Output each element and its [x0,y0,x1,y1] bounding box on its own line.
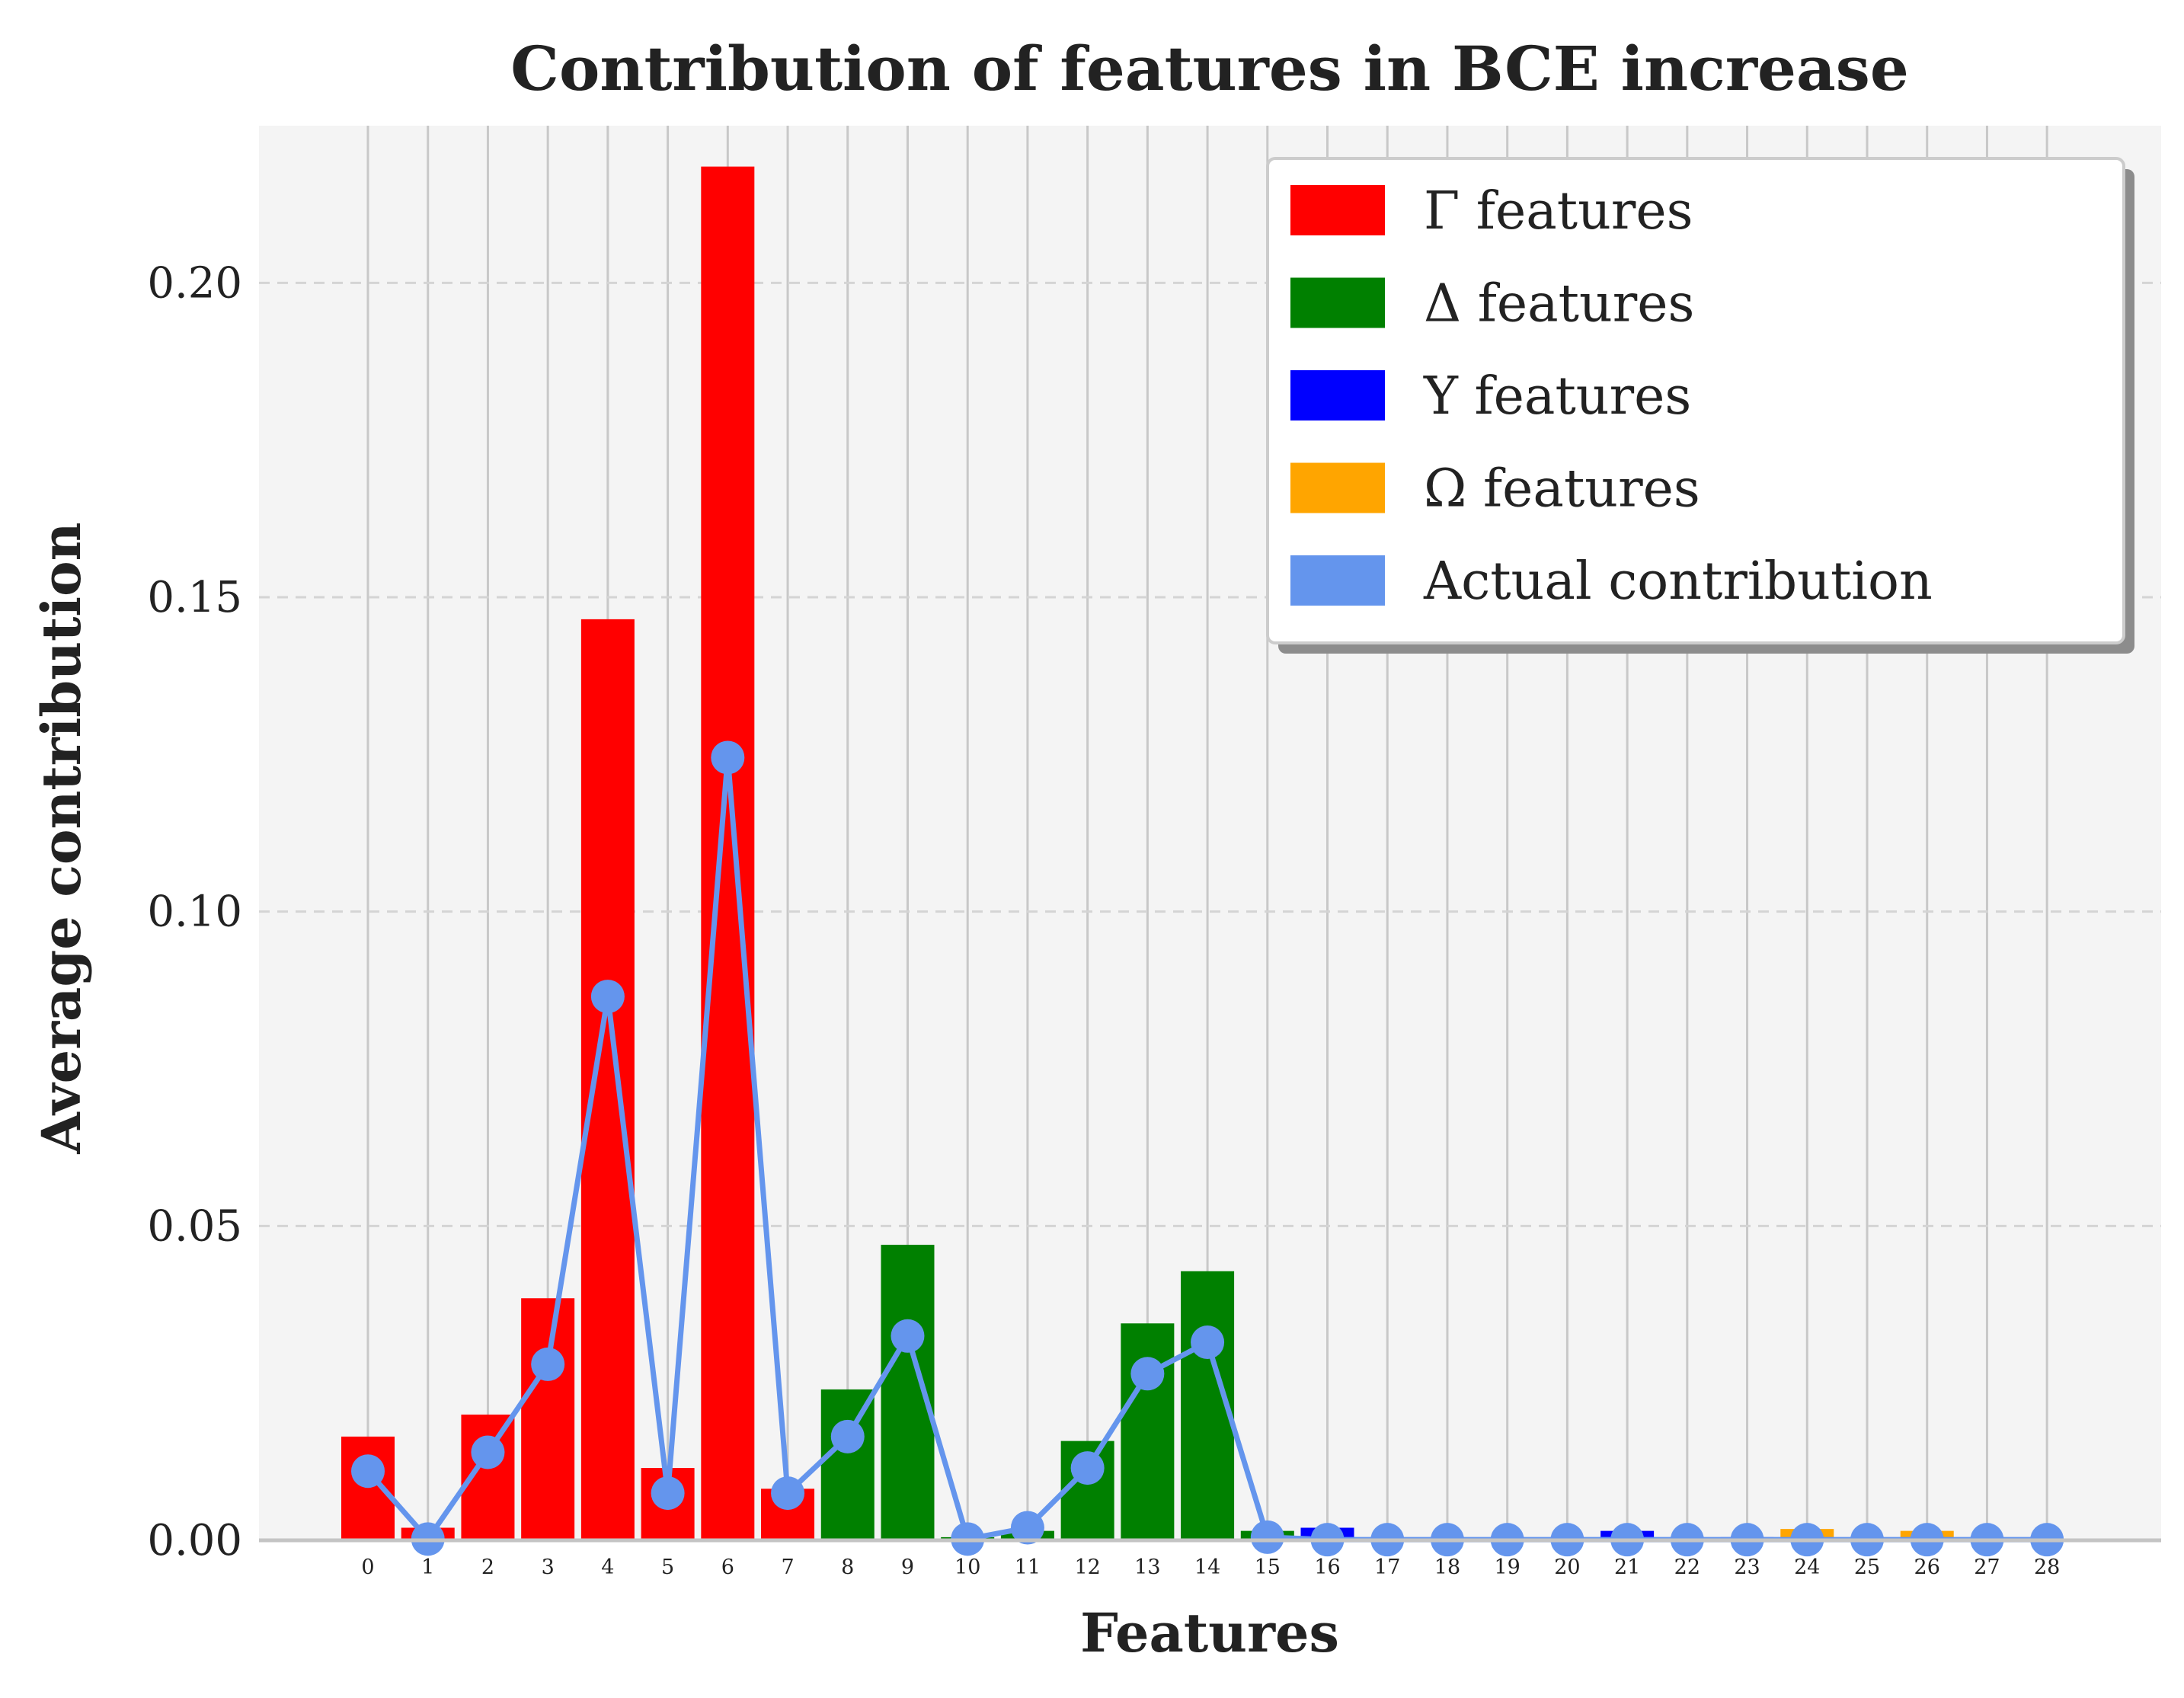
x-tick-label: 3 [542,1556,555,1579]
x-tick-label: 0 [361,1556,374,1579]
actual-contribution-point [1070,1451,1105,1485]
x-tick-label: 22 [1674,1556,1700,1579]
legend-swatch [1290,462,1385,513]
legend-swatch [1290,277,1385,328]
axes: 0.000.050.100.150.200 1 2 3 4 5 6 7 8 9 10 11 12 13 14… [147,258,2161,1579]
actual-contribution-point [1130,1357,1165,1391]
legend-entry-label: Δ features [1424,274,1694,334]
actual-contribution-point [590,980,625,1014]
legend-swatch [1290,370,1385,421]
y-tick-label: 0.00 [147,1516,242,1565]
x-tick-label: 17 [1374,1556,1400,1579]
bar [521,1298,575,1540]
x-tick-label: 2 [481,1556,494,1579]
legend-entry-label: Γ features [1424,181,1693,241]
x-tick-label: 15 [1255,1556,1281,1579]
bar [580,619,635,1540]
actual-contribution-point [1250,1520,1284,1554]
x-tick-label: 16 [1314,1556,1340,1579]
x-tick-label: 25 [1854,1556,1880,1579]
y-tick-label: 0.20 [147,258,242,308]
x-tick-label: 21 [1614,1556,1640,1579]
x-tick-label: 24 [1794,1556,1820,1579]
x-tick-label: 8 [841,1556,854,1579]
actual-contribution-point [531,1347,565,1381]
legend-swatch [1290,555,1385,606]
x-tick-label: 28 [2034,1556,2060,1579]
actual-contribution-point [891,1319,925,1353]
y-tick-label: 0.10 [147,887,242,937]
x-tick-label: 27 [1974,1556,2000,1579]
x-tick-label: 19 [1495,1556,1520,1579]
x-tick-label: 18 [1434,1556,1460,1579]
x-tick-label: 14 [1194,1556,1220,1579]
x-tick-label: 6 [721,1556,734,1579]
actual-contribution-point [771,1476,805,1511]
bar [820,1389,875,1540]
y-tick-label: 0.15 [147,573,242,622]
bar [701,166,755,1540]
x-tick-label: 10 [955,1556,980,1579]
actual-contribution-point [1191,1325,1225,1360]
actual-contribution-point [830,1419,865,1453]
actual-contribution-point [711,740,745,775]
legend: Γ features Δ features Υ features Ω features… [1266,157,2134,654]
legend-entry-label: Actual contribution [1423,552,1933,612]
x-tick-label: 13 [1134,1556,1160,1579]
actual-contribution-point [471,1435,505,1469]
actual-contribution-point [1010,1511,1044,1545]
x-tick-label: 26 [1914,1556,1940,1579]
x-tick-label: 20 [1554,1556,1580,1579]
y-tick-label: 0.05 [147,1201,242,1251]
x-tick-label: 1 [421,1556,434,1579]
x-tick-label: 23 [1734,1556,1760,1579]
bar [1121,1323,1175,1540]
legend-box [1266,157,2125,644]
x-axis-label: Features [1080,1601,1339,1664]
x-tick-label: 4 [601,1556,614,1579]
y-axis-label: Average contribution [30,522,93,1154]
x-tick-label: 9 [901,1556,914,1579]
x-tick-label: 11 [1015,1556,1041,1579]
legend-entry-label: Υ features [1423,366,1691,427]
legend-swatch [1290,185,1385,235]
x-tick-label: 5 [661,1556,674,1579]
legend-entry-label: Ω features [1424,459,1700,520]
actual-contribution-point [651,1476,685,1511]
chart-title: Contribution of features in BCE increase [510,33,1908,104]
x-tick-label: 7 [781,1556,794,1579]
x-tick-label: 12 [1074,1556,1100,1579]
actual-contribution-point [351,1454,385,1489]
